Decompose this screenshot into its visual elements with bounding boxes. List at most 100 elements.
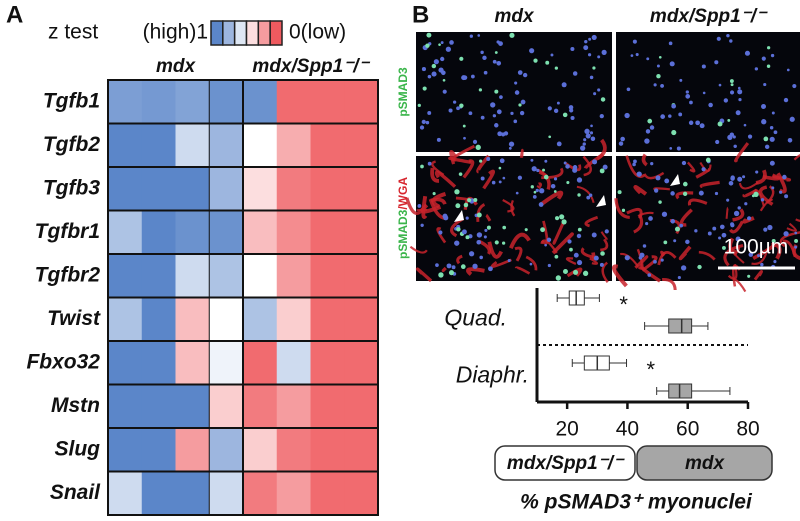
legend-high: (high)1 [143,21,208,44]
nucleus [570,115,575,121]
legend-swatch [233,20,248,46]
nucleus [727,134,733,140]
membrane-stain [657,250,677,266]
membrane-stain [409,245,428,254]
nucleus [425,120,430,125]
nucleus [730,83,734,87]
heat-cell [276,471,311,515]
nucleus [737,176,743,182]
nucleus [442,89,447,94]
nucleus [789,116,795,122]
nucleus [597,55,601,59]
nucleus [482,55,487,61]
membrane-stain [734,278,747,293]
nucleus [494,89,499,94]
nucleus [499,158,505,164]
membrane-stain [695,167,710,179]
nucleus [626,87,631,92]
heat-cell [175,341,210,385]
heat-cell [276,254,311,298]
nucleus [438,43,441,46]
nucleus [545,60,550,65]
heat-cell [209,384,244,428]
nucleus [632,162,636,167]
heat-cell [276,167,311,211]
nucleus [445,46,451,52]
nucleus [653,259,657,264]
nucleus [592,66,596,70]
nucleus [566,180,570,185]
nucleus [532,195,537,199]
nucleus [645,222,649,226]
nucleus [761,119,767,125]
membrane-stain [611,264,628,288]
membrane-stain [434,170,457,188]
gene-label: Tgfbr2 [35,263,101,286]
membrane-stain [490,258,512,268]
heat-cell [276,80,311,124]
nucleus [658,55,662,59]
heat-cell [310,471,345,515]
nucleus [773,130,778,135]
membrane-stain [732,208,745,222]
heat-cell [310,254,345,298]
arrowhead [670,174,680,186]
x-axis-title: % pSMAD3⁺ myonuclei [520,491,753,514]
nucleus [465,235,470,240]
membrane-stain [795,218,800,222]
legend-swatch [210,20,224,46]
category-label: Quad. [444,304,507,330]
heat-cell [175,123,210,167]
x-tick-label: 80 [736,418,759,441]
nucleus [636,171,642,177]
membrane-stain [675,191,694,200]
nucleus [519,110,525,116]
membrane-stain [510,199,516,217]
heat-cell [243,471,278,515]
nucleus [682,191,688,196]
nucleus [585,133,591,139]
nucleus [533,58,538,63]
legend-swatch [222,20,236,46]
nucleus [715,139,720,145]
nucleus [451,265,456,270]
row-label-part: pSMAD3 [396,209,410,259]
nucleus [647,118,653,124]
nucleus [583,138,587,142]
nucleus [771,239,776,244]
membrane-stain [462,159,475,179]
nucleus [695,120,700,126]
heat-cell [243,167,278,211]
nucleus [580,145,586,151]
membrane-stain [637,211,654,218]
nucleus [576,177,583,183]
nucleus [479,255,483,260]
membrane-stain [482,169,496,190]
nucleus [454,240,460,246]
nucleus [671,130,677,136]
row-label: pSMAD3/WGA [396,177,410,259]
nucleus [501,132,506,137]
nucleus [496,40,500,44]
membrane-stain [782,239,797,258]
heat-cell [209,341,244,385]
nucleus [688,120,694,126]
nucleus [763,227,768,232]
membrane-stain [583,153,604,170]
nucleus [658,200,662,204]
nucleus [419,125,425,130]
arrowhead [596,195,606,207]
membrane-stain [589,257,599,265]
nucleus [645,129,651,134]
nucleus [647,273,652,277]
nucleus [529,262,533,266]
nucleus [433,59,439,65]
nucleus [499,95,503,99]
membrane-stain [436,227,447,244]
membrane-stain [759,198,774,212]
group-label: mdx/Spp1⁻/⁻ [252,56,370,77]
nucleus [427,161,432,166]
nucleus [542,168,546,172]
heat-cell [141,167,176,211]
heat-cell [243,210,278,254]
